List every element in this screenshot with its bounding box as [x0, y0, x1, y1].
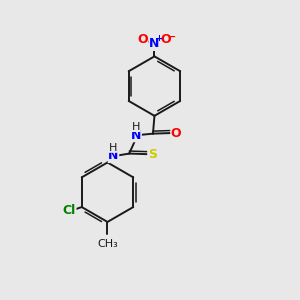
Text: O: O [160, 33, 171, 46]
Text: Cl: Cl [63, 203, 76, 217]
Text: +: + [155, 34, 162, 43]
Text: N: N [108, 149, 118, 162]
Text: O: O [137, 33, 148, 46]
Text: H: H [109, 142, 118, 153]
Text: S: S [148, 148, 157, 161]
Text: −: − [168, 32, 176, 41]
Text: O: O [171, 127, 182, 140]
Text: CH₃: CH₃ [98, 238, 118, 249]
Text: N: N [131, 129, 141, 142]
Text: H: H [132, 122, 140, 132]
Text: N: N [149, 38, 160, 50]
